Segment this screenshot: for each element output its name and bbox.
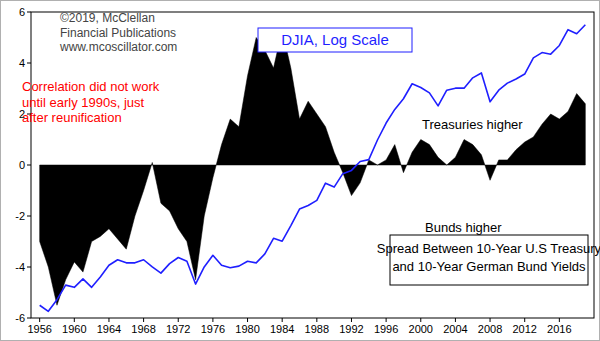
- x-tick: [247, 318, 248, 322]
- x-tick-label: 1976: [201, 323, 225, 335]
- x-tick-label: 1968: [131, 323, 155, 335]
- bunds-label: Bunds higher: [425, 220, 502, 235]
- x-tick: [143, 318, 144, 322]
- y-tick-label: -6: [15, 312, 25, 324]
- spread-legend: Spread Between 10-Year U.S Treasury: [377, 241, 600, 256]
- x-tick: [386, 318, 387, 322]
- x-tick-label: 1956: [27, 323, 51, 335]
- y-tick-label: -4: [15, 261, 25, 273]
- x-tick-label: 2008: [478, 323, 502, 335]
- correlation-note: until early 1990s, just: [22, 95, 145, 110]
- y-tick-label: -2: [15, 210, 25, 222]
- y-tick: [27, 165, 31, 166]
- background: [1, 1, 600, 341]
- copyright: ©2019, McClellan: [60, 11, 155, 25]
- x-tick: [316, 318, 317, 322]
- x-tick-label: 1972: [166, 323, 190, 335]
- title-box: [258, 28, 412, 52]
- x-tick-label: 1964: [97, 323, 121, 335]
- correlation-note: Correlation did not work: [22, 79, 160, 94]
- y-tick-label: 0: [19, 159, 25, 171]
- x-tick: [559, 318, 560, 322]
- treasuries-label: Treasuries higher: [422, 117, 523, 132]
- x-tick-label: 2004: [443, 323, 467, 335]
- plot-area: [40, 25, 586, 312]
- y-tick-label: 6: [19, 6, 25, 18]
- x-tick-label: 2000: [409, 323, 433, 335]
- x-tick: [212, 318, 213, 322]
- x-tick-label: 1960: [62, 323, 86, 335]
- x-tick-label: 1992: [339, 323, 363, 335]
- x-tick-label: 1980: [235, 323, 259, 335]
- plot-frame: [31, 12, 594, 318]
- y-tick-label: 4: [19, 57, 25, 69]
- y-tick: [27, 63, 31, 64]
- spread-area: [40, 30, 586, 305]
- x-tick: [455, 318, 456, 322]
- x-tick-label: 2016: [547, 323, 571, 335]
- y-tick: [27, 216, 31, 217]
- x-tick-label: 1988: [305, 323, 329, 335]
- correlation-note: after reunification: [22, 110, 122, 125]
- x-tick: [74, 318, 75, 322]
- title: DJIA, Log Scale: [281, 31, 389, 48]
- copyright: Financial Publications: [60, 26, 176, 40]
- x-tick: [178, 318, 179, 322]
- x-tick-label: 1984: [270, 323, 294, 335]
- y-tick: [27, 318, 31, 319]
- spread-legend: and 10-Year German Bund Yields: [392, 259, 586, 274]
- x-tick: [39, 318, 40, 322]
- x-tick: [524, 318, 525, 322]
- x-tick: [420, 318, 421, 322]
- x-tick-label: 2012: [512, 323, 536, 335]
- x-tick-label: 1996: [374, 323, 398, 335]
- x-tick: [282, 318, 283, 322]
- x-tick: [490, 318, 491, 322]
- y-tick: [27, 12, 31, 13]
- y-tick: [27, 267, 31, 268]
- djia-line: [40, 25, 586, 312]
- x-tick: [108, 318, 109, 322]
- copyright: www.mcoscillator.com: [59, 40, 177, 54]
- x-tick: [351, 318, 352, 322]
- chart: -6-4-20246195619601964196819721976198019…: [0, 0, 600, 341]
